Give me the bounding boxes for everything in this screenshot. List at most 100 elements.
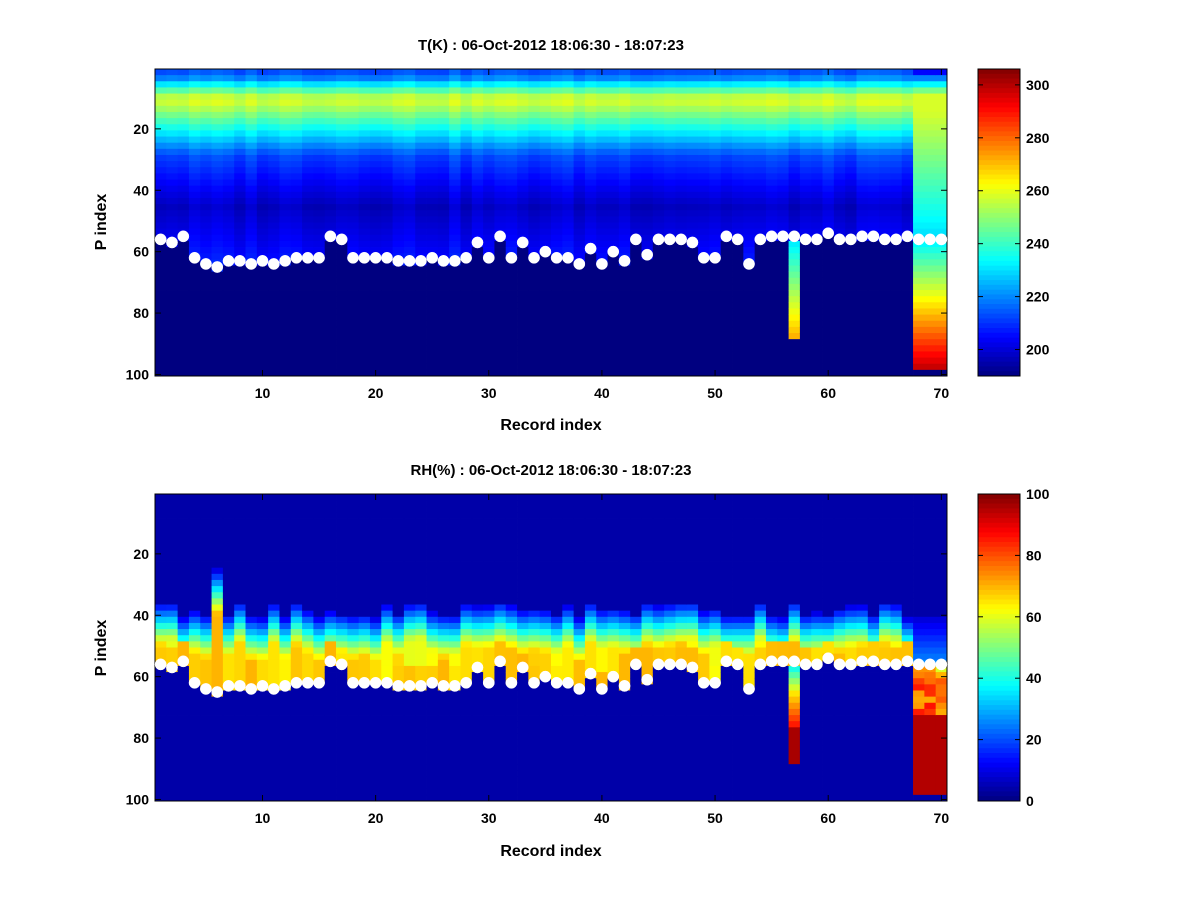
heatmap-cell	[415, 326, 427, 334]
heatmap-cell	[381, 240, 393, 248]
heatmap-cell	[675, 369, 688, 377]
heatmap-cell	[720, 271, 733, 279]
heatmap-cell	[788, 210, 801, 217]
heatmap-cell	[403, 222, 416, 230]
heatmap-cell	[901, 111, 914, 119]
heatmap-cell	[358, 733, 371, 740]
heatmap-cell	[449, 222, 461, 230]
heatmap-cell	[652, 339, 665, 346]
heatmap-cell	[426, 240, 439, 248]
heatmap-cell	[415, 610, 427, 618]
heatmap-cell	[799, 277, 812, 285]
surface-marker	[697, 251, 710, 264]
heatmap-cell	[777, 210, 789, 217]
heatmap-cell	[596, 87, 608, 94]
heatmap-cell	[313, 592, 326, 599]
heatmap-cell	[188, 530, 201, 538]
heatmap-cell	[166, 788, 179, 796]
heatmap-cell	[381, 579, 393, 587]
heatmap-cell	[437, 142, 450, 150]
heatmap-cell	[437, 105, 450, 113]
heatmap-cell	[234, 222, 246, 230]
heatmap-cell	[437, 598, 450, 605]
heatmap-cell	[279, 518, 292, 526]
heatmap-cell	[256, 604, 269, 612]
heatmap-cell	[607, 216, 620, 223]
heatmap-cell	[245, 555, 258, 562]
heatmap-cell	[720, 283, 733, 291]
heatmap-cell	[369, 506, 382, 513]
heatmap-cell	[664, 369, 676, 377]
heatmap-cell	[245, 586, 258, 593]
heatmap-cell	[211, 167, 224, 174]
heatmap-cell	[381, 518, 393, 526]
heatmap-cell	[426, 75, 439, 82]
heatmap-cell	[460, 148, 473, 156]
heatmap-cell	[698, 118, 710, 125]
heatmap-cell	[256, 197, 269, 205]
heatmap-cell	[709, 308, 722, 315]
heatmap-cell	[845, 167, 857, 174]
heatmap-cell	[336, 721, 348, 728]
heatmap-cell	[539, 204, 552, 211]
heatmap-cell	[788, 333, 801, 340]
heatmap-cell	[302, 702, 314, 710]
heatmap-cell	[290, 500, 303, 507]
heatmap-cell	[856, 99, 869, 107]
heatmap-cell	[596, 191, 608, 199]
heatmap-cell	[403, 130, 416, 137]
heatmap-cell	[155, 81, 167, 88]
heatmap-cell	[743, 75, 756, 82]
heatmap-cell	[777, 240, 789, 248]
heatmap-cell	[765, 136, 778, 144]
heatmap-cell	[358, 776, 371, 783]
heatmap-cell	[188, 665, 201, 673]
heatmap-cell	[890, 124, 903, 131]
heatmap-cell	[437, 99, 450, 107]
heatmap-cell	[313, 369, 326, 377]
heatmap-cell	[732, 148, 744, 156]
heatmap-cell	[200, 333, 212, 340]
heatmap-cell	[279, 758, 292, 765]
heatmap-cell	[426, 81, 439, 88]
heatmap-cell	[358, 222, 371, 230]
heatmap-cell	[302, 308, 314, 315]
heatmap-cell	[415, 586, 427, 593]
heatmap-cell	[799, 99, 812, 107]
heatmap-cell	[732, 296, 744, 303]
heatmap-cell	[641, 296, 654, 303]
heatmap-cell	[426, 339, 439, 346]
heatmap-cell	[483, 124, 495, 131]
heatmap-cell	[347, 536, 360, 544]
heatmap-cell	[879, 345, 891, 352]
heatmap-cell	[358, 616, 371, 624]
heatmap-cell	[494, 308, 507, 315]
heatmap-cell	[403, 647, 416, 655]
heatmap-cell	[584, 167, 597, 174]
heatmap-cell	[188, 363, 201, 371]
heatmap-cell	[313, 610, 326, 618]
heatmap-cell	[155, 320, 167, 328]
heatmap-cell	[347, 733, 360, 740]
heatmap-cell	[596, 105, 608, 113]
heatmap-cell	[765, 290, 778, 297]
heatmap-cell	[675, 142, 688, 150]
heatmap-cell	[528, 240, 541, 248]
heatmap-cell	[822, 167, 835, 174]
heatmap-cell	[833, 228, 846, 236]
heatmap-cell	[562, 118, 575, 125]
heatmap-cell	[675, 75, 688, 82]
heatmap-cell	[234, 228, 246, 236]
heatmap-cell	[879, 222, 891, 230]
heatmap-cell	[720, 69, 733, 76]
heatmap-cell	[890, 345, 903, 352]
heatmap-cell	[528, 302, 541, 309]
heatmap-cell	[392, 93, 405, 101]
heatmap-cell	[166, 228, 179, 236]
heatmap-cell	[369, 586, 382, 593]
heatmap-cell	[573, 185, 586, 193]
heatmap-cell	[799, 228, 812, 236]
heatmap-cell	[754, 148, 767, 156]
heatmap-cell	[222, 758, 235, 765]
heatmap-cell	[302, 586, 314, 593]
